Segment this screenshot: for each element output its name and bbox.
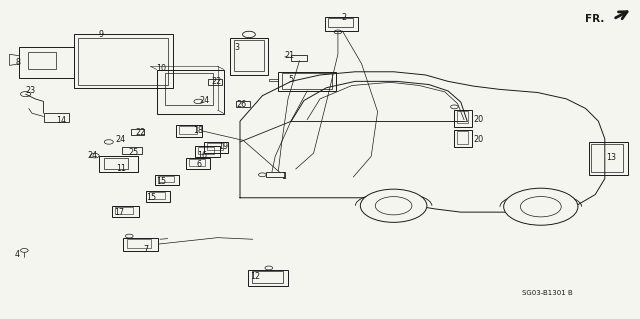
Bar: [155, 175, 179, 185]
Bar: [131, 129, 144, 135]
Text: 4: 4: [15, 250, 20, 259]
Bar: [454, 110, 472, 127]
Text: 23: 23: [26, 86, 36, 95]
Bar: [28, 52, 56, 69]
Text: 17: 17: [114, 208, 124, 217]
Bar: [208, 79, 222, 85]
Text: 11: 11: [116, 164, 127, 173]
Bar: [149, 192, 165, 199]
Text: 3: 3: [234, 43, 239, 52]
Text: FR.: FR.: [586, 13, 605, 24]
Text: 15: 15: [156, 177, 166, 186]
Text: 22: 22: [211, 77, 221, 86]
Bar: [230, 38, 268, 75]
Bar: [198, 147, 214, 154]
Bar: [457, 111, 468, 123]
Text: 20: 20: [474, 115, 484, 124]
Bar: [165, 73, 213, 105]
Bar: [278, 72, 336, 91]
Text: 18: 18: [193, 126, 204, 135]
Circle shape: [360, 189, 427, 222]
Text: 22: 22: [136, 128, 146, 137]
Bar: [157, 70, 224, 114]
Bar: [589, 142, 628, 175]
Text: 7: 7: [143, 245, 148, 254]
Bar: [99, 156, 138, 172]
Text: 24: 24: [88, 151, 98, 160]
Text: 13: 13: [606, 153, 616, 162]
Bar: [74, 34, 173, 88]
Text: 19: 19: [218, 142, 228, 151]
Text: 20: 20: [474, 135, 484, 144]
Bar: [204, 142, 228, 153]
Bar: [236, 101, 250, 107]
Text: 1: 1: [281, 172, 286, 181]
Bar: [266, 172, 285, 177]
Bar: [325, 17, 358, 31]
Text: 15: 15: [146, 193, 156, 202]
Bar: [282, 73, 332, 89]
Bar: [127, 239, 151, 248]
Text: SG03-B1301 B: SG03-B1301 B: [522, 291, 573, 296]
Text: 6: 6: [196, 160, 202, 169]
Bar: [291, 55, 307, 61]
Bar: [44, 113, 69, 122]
Text: 16: 16: [197, 151, 207, 160]
Text: 14: 14: [56, 116, 66, 125]
Bar: [179, 126, 197, 134]
Bar: [189, 159, 205, 166]
Bar: [146, 191, 170, 202]
Bar: [115, 207, 133, 214]
Bar: [454, 130, 472, 147]
Bar: [158, 176, 174, 182]
Text: 8: 8: [15, 58, 20, 67]
Bar: [122, 147, 142, 154]
Text: 21: 21: [285, 51, 295, 60]
Text: 24: 24: [200, 96, 210, 105]
Text: 24: 24: [115, 135, 125, 144]
Text: 26: 26: [237, 100, 247, 109]
Bar: [112, 206, 139, 217]
Text: 2: 2: [342, 13, 347, 22]
Bar: [19, 47, 74, 78]
Bar: [248, 270, 288, 286]
Bar: [328, 18, 353, 27]
Bar: [123, 238, 158, 251]
Bar: [186, 158, 210, 169]
Bar: [104, 158, 128, 169]
Bar: [78, 38, 168, 85]
Bar: [591, 144, 623, 172]
Text: 9: 9: [99, 30, 104, 39]
Text: 12: 12: [250, 272, 260, 281]
Bar: [457, 131, 468, 144]
Text: 5: 5: [288, 75, 293, 84]
Circle shape: [504, 188, 578, 225]
Bar: [252, 271, 283, 283]
Bar: [207, 143, 223, 150]
Text: 25: 25: [128, 148, 138, 157]
Bar: [176, 125, 202, 137]
Bar: [195, 146, 220, 157]
Text: 10: 10: [156, 64, 166, 73]
Bar: [234, 40, 264, 71]
